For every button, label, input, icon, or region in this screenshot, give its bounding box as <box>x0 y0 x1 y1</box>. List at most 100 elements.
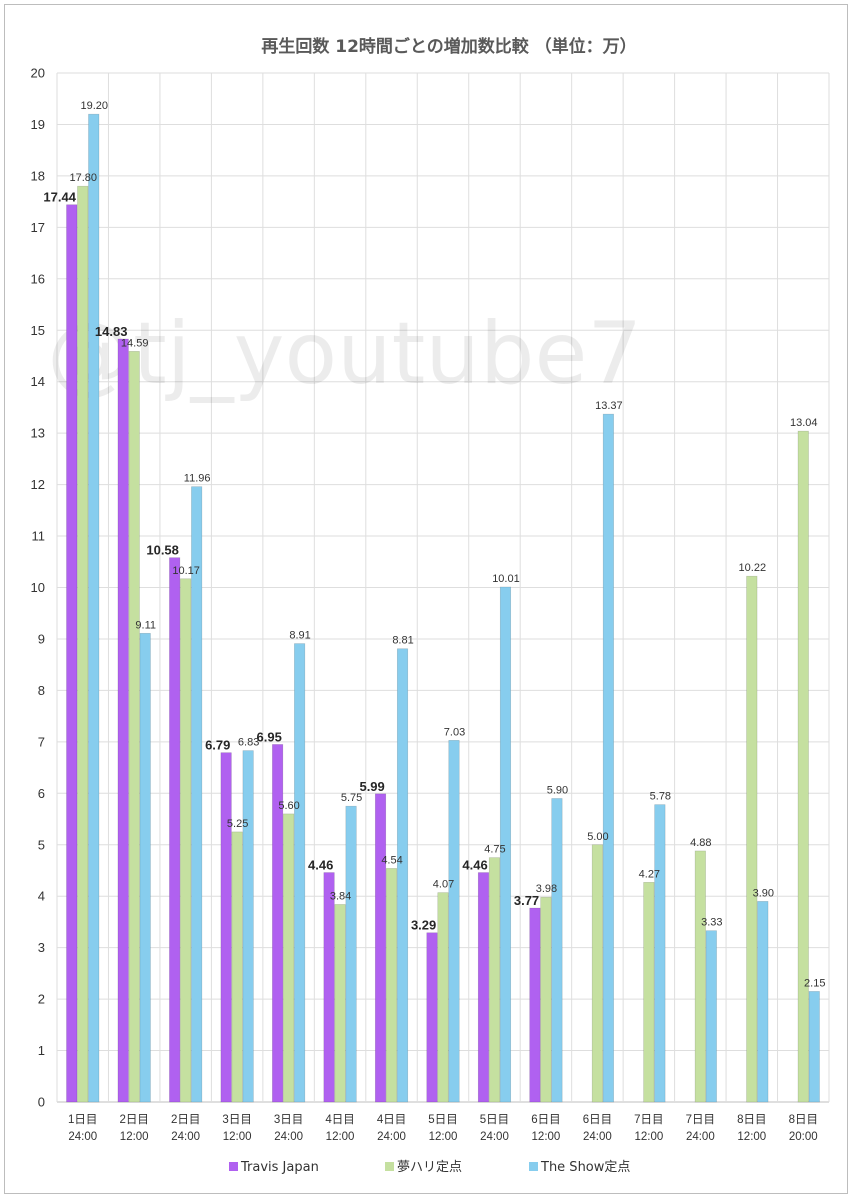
y-tick-label: 3 <box>38 940 45 955</box>
bar <box>591 844 603 1103</box>
data-label: 5.25 <box>227 818 248 830</box>
bar <box>797 430 809 1103</box>
y-tick-label: 1 <box>38 1043 45 1058</box>
x-tick-label: 12:00 <box>120 1131 149 1143</box>
data-label: 3.33 <box>701 917 722 929</box>
x-tick-label: 8日目 <box>737 1114 766 1126</box>
y-tick-label: 12 <box>31 477 45 492</box>
bar <box>746 575 758 1103</box>
data-label: 3.90 <box>753 887 774 899</box>
x-tick-label: 12:00 <box>532 1131 561 1143</box>
data-label: 4.88 <box>690 837 711 849</box>
data-label: 10.01 <box>492 573 520 585</box>
data-label: 5.60 <box>278 800 299 812</box>
x-tick-label: 8日目 <box>789 1114 818 1126</box>
data-label: 4.75 <box>484 844 505 856</box>
bar <box>220 752 232 1103</box>
bar <box>139 632 151 1103</box>
bar <box>540 896 552 1103</box>
x-tick-label: 24:00 <box>480 1131 509 1143</box>
x-tick-label: 6日目 <box>583 1114 612 1126</box>
data-label: 3.84 <box>330 890 351 902</box>
legend-label: Travis Japan <box>240 1160 319 1175</box>
bar <box>294 643 306 1103</box>
bar <box>643 882 655 1103</box>
data-label: 3.29 <box>411 918 436 933</box>
bar <box>488 857 501 1103</box>
bar <box>117 338 129 1103</box>
legend-label: 夢ハリ定点 <box>397 1160 462 1175</box>
chart-frame: 再生回数 12時間ごとの増加数比較 （単位：万） 0 1 2 3 4 5 6 7 8 9 10 11 12… <box>4 4 848 1194</box>
data-label: 3.77 <box>514 893 539 908</box>
x-tick-label: 4日目 <box>325 1114 354 1126</box>
y-tick-label: 18 <box>31 168 45 183</box>
bar <box>323 872 335 1103</box>
y-tick-label: 9 <box>38 631 45 646</box>
y-tick-label: 2 <box>38 992 45 1007</box>
data-label: 14.59 <box>121 337 149 349</box>
bar <box>757 901 769 1103</box>
x-tick-label: 4日目 <box>377 1114 406 1126</box>
data-label: 17.80 <box>69 172 97 184</box>
data-label: 6.79 <box>205 738 230 753</box>
x-tick-label: 7日目 <box>634 1114 663 1126</box>
bar <box>654 804 666 1103</box>
legend-swatch <box>385 1162 394 1171</box>
bar-chart: 再生回数 12時間ごとの増加数比較 （単位：万）0123456789101112… <box>31 36 830 1175</box>
bar <box>437 892 449 1103</box>
bar <box>477 872 490 1103</box>
bar <box>88 113 100 1103</box>
x-tick-label: 24:00 <box>68 1131 97 1143</box>
chart-title: 再生回数 12時間ごとの増加数比較 （単位：万） <box>261 36 636 57</box>
data-label: 5.99 <box>359 779 384 794</box>
y-tick-label: 4 <box>38 889 45 904</box>
data-label: 4.46 <box>308 858 333 873</box>
data-label: 13.37 <box>595 400 623 412</box>
data-label: 6.83 <box>238 737 259 749</box>
bar <box>334 904 346 1103</box>
bar <box>66 204 78 1103</box>
x-tick-label: 3日目 <box>274 1114 303 1126</box>
bar <box>272 744 284 1103</box>
bar <box>529 907 541 1103</box>
data-label: 10.22 <box>739 562 767 574</box>
bar <box>499 586 512 1103</box>
y-tick-label: 16 <box>31 271 45 286</box>
bar <box>242 750 254 1103</box>
x-tick-label: 1日目 <box>68 1114 97 1126</box>
bar <box>345 805 357 1103</box>
bar <box>169 557 181 1103</box>
bar <box>396 648 409 1103</box>
y-tick-label: 11 <box>32 529 46 544</box>
y-tick-label: 10 <box>31 580 45 595</box>
data-label: 5.90 <box>547 784 568 796</box>
data-label: 6.95 <box>257 729 282 744</box>
y-tick-label: 17 <box>31 220 45 235</box>
bar <box>231 831 243 1103</box>
data-label: 10.17 <box>172 565 200 577</box>
bar <box>385 868 398 1103</box>
bar <box>694 850 706 1103</box>
y-tick-label: 8 <box>38 683 45 698</box>
data-label: 11.96 <box>184 473 211 485</box>
bar <box>77 185 89 1103</box>
x-tick-label: 3日目 <box>222 1114 251 1126</box>
legend-swatch <box>529 1162 538 1171</box>
x-tick-label: 12:00 <box>223 1131 252 1143</box>
x-tick-label: 12:00 <box>326 1131 355 1143</box>
y-tick-label: 6 <box>38 786 45 801</box>
bar <box>283 813 295 1103</box>
data-label: 9.11 <box>135 619 156 631</box>
data-label: 4.46 <box>462 858 487 873</box>
bar <box>374 793 387 1103</box>
y-tick-label: 20 <box>31 66 45 81</box>
bar <box>551 798 563 1103</box>
bar <box>808 991 820 1103</box>
data-label: 7.03 <box>444 726 465 738</box>
data-label: 4.54 <box>381 854 402 866</box>
bar <box>426 932 438 1103</box>
x-tick-label: 24:00 <box>583 1131 612 1143</box>
y-tick-label: 19 <box>31 117 45 132</box>
y-tick-label: 13 <box>31 426 45 441</box>
data-label: 4.07 <box>433 879 454 891</box>
